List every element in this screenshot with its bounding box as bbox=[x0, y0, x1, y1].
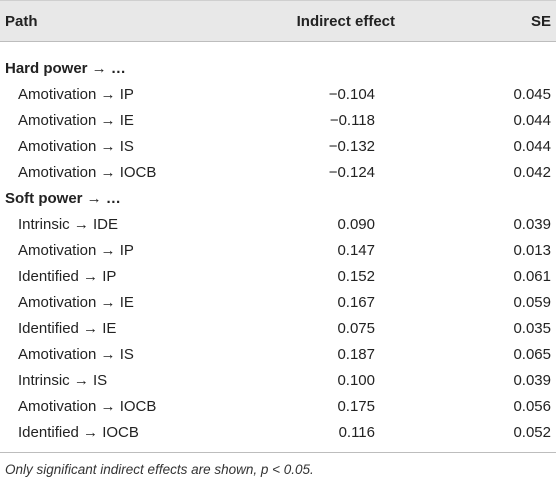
indirect-cell: −0.132 bbox=[328, 138, 375, 155]
table-row: Amotivation → IP −0.104 0.045 bbox=[0, 82, 556, 108]
path-cell: Amotivation → IOCB bbox=[18, 164, 157, 181]
indirect-cell: −0.124 bbox=[328, 164, 375, 181]
path-cell: Amotivation → IS bbox=[18, 346, 134, 363]
indirect-cell: 0.187 bbox=[337, 346, 375, 363]
se-cell: 0.039 bbox=[513, 216, 551, 233]
header-indirect-effect: Indirect effect bbox=[296, 13, 395, 30]
group-label: Soft power → … bbox=[5, 190, 121, 207]
table-row: Amotivation → IE −0.118 0.044 bbox=[0, 108, 556, 134]
path-cell: Amotivation → IP bbox=[18, 242, 134, 259]
group-row: Soft power → … bbox=[0, 186, 556, 212]
indirect-cell: 0.147 bbox=[337, 242, 375, 259]
indirect-cell: 0.152 bbox=[337, 268, 375, 285]
table-row: Amotivation → IP 0.147 0.013 bbox=[0, 238, 556, 264]
se-cell: 0.056 bbox=[513, 398, 551, 415]
indirect-cell: −0.118 bbox=[329, 112, 375, 129]
table-row: Amotivation → IS 0.187 0.065 bbox=[0, 342, 556, 368]
path-cell: Amotivation → IOCB bbox=[18, 398, 157, 415]
indirect-cell: −0.104 bbox=[328, 86, 375, 103]
table-row: Identified → IP 0.152 0.061 bbox=[0, 264, 556, 290]
table-header: Path Indirect effect SE bbox=[0, 0, 556, 42]
table-bottom-rule bbox=[0, 452, 556, 453]
path-cell: Amotivation → IE bbox=[18, 112, 134, 129]
path-cell: Intrinsic → IS bbox=[18, 372, 108, 389]
header-path: Path bbox=[5, 13, 38, 30]
se-cell: 0.039 bbox=[513, 372, 551, 389]
path-cell: Identified → IE bbox=[18, 320, 117, 337]
indirect-cell: 0.116 bbox=[338, 424, 375, 441]
path-cell: Intrinsic → IDE bbox=[18, 216, 119, 233]
indirect-cell: 0.167 bbox=[337, 294, 375, 311]
path-cell: Amotivation → IE bbox=[18, 294, 134, 311]
table-row: Amotivation → IE 0.167 0.059 bbox=[0, 290, 556, 316]
se-cell: 0.035 bbox=[513, 320, 551, 337]
group-label: Hard power → … bbox=[5, 60, 126, 77]
indirect-cell: 0.100 bbox=[337, 372, 375, 389]
se-cell: 0.044 bbox=[513, 138, 551, 155]
header-se: SE bbox=[530, 13, 551, 30]
table-row: Amotivation → IOCB 0.175 0.056 bbox=[0, 394, 556, 420]
table-row: Identified → IE 0.075 0.035 bbox=[0, 316, 556, 342]
path-cell: Amotivation → IP bbox=[18, 86, 134, 103]
se-cell: 0.044 bbox=[513, 112, 551, 129]
indirect-cell: 0.075 bbox=[337, 320, 375, 337]
table-row: Amotivation → IOCB −0.124 0.042 bbox=[0, 160, 556, 186]
se-cell: 0.059 bbox=[513, 294, 551, 311]
table-row: Intrinsic → IS 0.100 0.039 bbox=[0, 368, 556, 394]
path-cell: Identified → IOCB bbox=[18, 424, 139, 441]
se-cell: 0.045 bbox=[513, 86, 551, 103]
indirect-cell: 0.175 bbox=[337, 398, 375, 415]
se-cell: 0.061 bbox=[513, 268, 551, 285]
se-cell: 0.013 bbox=[513, 242, 551, 259]
group-row: Hard power → … bbox=[0, 56, 556, 82]
table-footnote: Only significant indirect effects are sh… bbox=[5, 462, 314, 477]
table-row: Identified → IOCB 0.116 0.052 bbox=[0, 420, 556, 446]
path-cell: Amotivation → IS bbox=[18, 138, 134, 155]
se-cell: 0.042 bbox=[513, 164, 551, 181]
indirect-cell: 0.090 bbox=[337, 216, 375, 233]
path-cell: Identified → IP bbox=[18, 268, 117, 285]
table-row: Amotivation → IS −0.132 0.044 bbox=[0, 134, 556, 160]
table-row: Intrinsic → IDE 0.090 0.039 bbox=[0, 212, 556, 238]
se-cell: 0.052 bbox=[513, 424, 551, 441]
se-cell: 0.065 bbox=[513, 346, 551, 363]
